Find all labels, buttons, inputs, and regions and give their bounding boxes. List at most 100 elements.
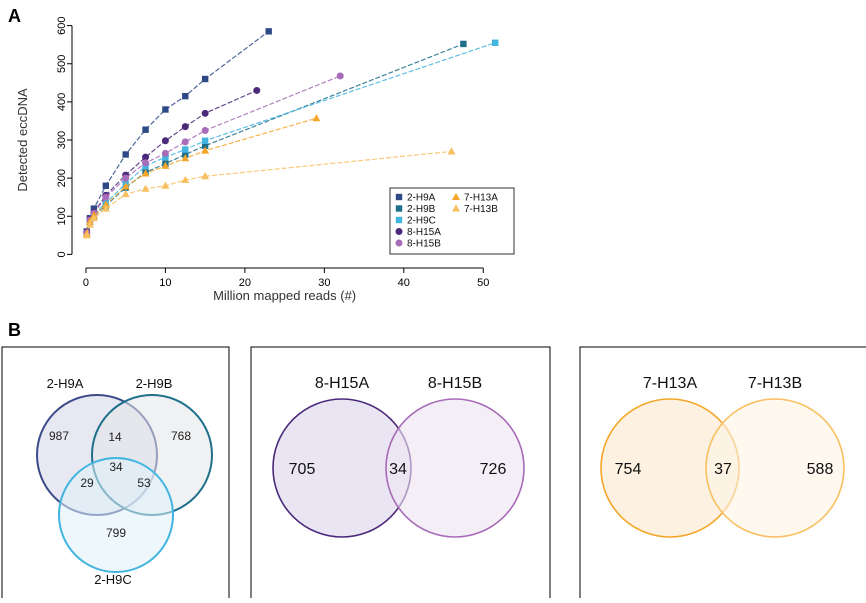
data-point-8-h15b bbox=[122, 174, 130, 182]
data-point-2-h9a bbox=[162, 106, 169, 113]
x-tick-label: 40 bbox=[398, 277, 410, 289]
y-tick-label: 400 bbox=[56, 93, 68, 111]
data-point-7-h13b bbox=[141, 184, 150, 192]
venn-h9-abc: 34 bbox=[109, 460, 123, 474]
y-tick-label: 200 bbox=[56, 169, 68, 187]
data-point-7-h13b bbox=[447, 147, 456, 155]
venn-h9c-circle bbox=[58, 457, 174, 573]
data-point-8-h15a bbox=[161, 137, 169, 145]
data-point-7-h13b bbox=[101, 204, 110, 212]
y-tick-label: 100 bbox=[56, 207, 68, 225]
venn-h13b-circle bbox=[705, 398, 845, 538]
legend-marker-7-h13b bbox=[452, 204, 460, 212]
data-point-7-h13a bbox=[101, 200, 110, 208]
venn-h15a-label: 8-H15A bbox=[315, 375, 370, 392]
data-point-2-h9a bbox=[122, 151, 129, 158]
venn-h9c-only: 799 bbox=[106, 526, 126, 540]
x-tick-label: 20 bbox=[239, 277, 251, 289]
venn-h13a-only: 754 bbox=[615, 461, 642, 478]
data-point-8-h15b bbox=[102, 193, 110, 201]
venn-h9-bc: 53 bbox=[137, 476, 151, 490]
venn-h15b-label: 8-H15B bbox=[428, 375, 482, 392]
data-point-2-h9b bbox=[201, 142, 209, 149]
data-point-2-h9a bbox=[90, 205, 98, 212]
data-point-7-h13b bbox=[89, 213, 98, 222]
data-point-2-h9b bbox=[460, 40, 467, 48]
data-point-8-h15a bbox=[142, 153, 150, 161]
panel-b-label: B bbox=[8, 320, 21, 340]
data-point-2-h9a bbox=[102, 182, 110, 189]
data-point-2-h9c bbox=[182, 146, 189, 153]
legend-label-8-h15b: 8-H15B bbox=[407, 239, 441, 250]
x-axis-label: Million mapped reads (#) bbox=[213, 288, 356, 303]
legend-marker-8-h15a bbox=[395, 228, 403, 235]
data-point-8-h15a bbox=[181, 123, 189, 131]
data-point-7-h13a bbox=[121, 182, 130, 190]
data-point-8-h15a bbox=[253, 86, 261, 94]
venn-h13b-label: 7-H13B bbox=[748, 375, 802, 392]
venn-h13-ab: 37 bbox=[714, 461, 732, 478]
venn-h13: 7-H13A 7-H13B 754 37 588 bbox=[579, 346, 866, 603]
data-point-2-h9a bbox=[182, 92, 189, 100]
data-point-7-h13b bbox=[82, 231, 91, 239]
legend-label-8-h15a: 8-H15A bbox=[407, 227, 441, 238]
data-point-2-h9c bbox=[162, 153, 169, 161]
venn-h9: 2-H9A 2-H9B 2-H9C 987 768 799 14 29 53 3… bbox=[1, 346, 230, 603]
x-tick-label: 0 bbox=[83, 277, 89, 289]
y-axis-label: Detected eccDNA bbox=[15, 88, 30, 192]
legend-label-2-h9a: 2-H9A bbox=[407, 193, 436, 204]
data-point-7-h13a bbox=[141, 169, 150, 177]
data-point-7-h13a bbox=[181, 154, 190, 162]
legend-marker-2-h9b bbox=[395, 205, 403, 212]
venn-h9b-label: 2-H9B bbox=[136, 376, 173, 391]
legend-label-2-h9b: 2-H9B bbox=[407, 204, 436, 215]
y-tick-label: 500 bbox=[56, 55, 68, 73]
x-tick-label: 10 bbox=[159, 277, 171, 289]
y-tick-label: 300 bbox=[56, 131, 68, 149]
data-point-7-h13a bbox=[161, 161, 170, 169]
venn-h9a-label: 2-H9A bbox=[47, 376, 84, 391]
data-point-7-h13a bbox=[312, 114, 321, 122]
legend-box bbox=[389, 187, 515, 255]
data-point-8-h15a bbox=[201, 109, 209, 117]
legend-marker-7-h13a bbox=[452, 192, 460, 200]
data-point-7-h13b bbox=[121, 189, 130, 198]
legend-marker-8-h15b bbox=[395, 239, 403, 247]
venn-h13b-only: 588 bbox=[807, 461, 834, 478]
series-line-7-h13a bbox=[86, 117, 317, 234]
legend-label-7-h13b: 7-H13B bbox=[464, 204, 498, 215]
panel-a-label: A bbox=[8, 6, 21, 26]
venn-h15-ab: 34 bbox=[389, 461, 407, 478]
venn-h9-ab: 14 bbox=[108, 430, 122, 444]
data-point-8-h15b bbox=[161, 149, 169, 157]
data-point-8-h15b bbox=[336, 72, 344, 80]
venn-h13a-label: 7-H13A bbox=[643, 375, 698, 392]
venn-h9a-only: 987 bbox=[49, 429, 69, 443]
legend-marker-2-h9a bbox=[395, 193, 403, 201]
venn-h15a-only: 705 bbox=[289, 461, 316, 478]
data-point-7-h13b bbox=[161, 181, 170, 189]
venn-h15b-circle bbox=[385, 398, 525, 538]
venn-h9b-only: 768 bbox=[171, 429, 191, 443]
venn-h9-ac: 29 bbox=[80, 476, 94, 490]
x-tick-label: 30 bbox=[318, 277, 330, 289]
legend-marker-2-h9c bbox=[395, 216, 403, 224]
data-point-8-h15b bbox=[201, 126, 209, 134]
x-tick-label: 50 bbox=[477, 277, 489, 289]
data-point-7-h13b bbox=[181, 175, 190, 184]
series-line-7-h13b bbox=[86, 150, 452, 236]
data-point-7-h13b bbox=[85, 220, 94, 228]
y-tick-label: 0 bbox=[56, 251, 68, 257]
data-point-2-h9c bbox=[201, 137, 209, 144]
y-tick-label: 600 bbox=[56, 16, 68, 34]
legend-label-7-h13a: 7-H13A bbox=[464, 193, 498, 204]
venn-h15: 8-H15A 8-H15B 705 34 726 bbox=[250, 346, 551, 603]
data-point-2-h9a bbox=[201, 75, 209, 83]
data-point-8-h15b bbox=[181, 138, 189, 146]
venn-h9c-label: 2-H9C bbox=[94, 572, 132, 587]
data-point-7-h13a bbox=[201, 146, 210, 154]
legend-label-2-h9c: 2-H9C bbox=[407, 216, 436, 227]
venn-h15b-only: 726 bbox=[480, 461, 507, 478]
